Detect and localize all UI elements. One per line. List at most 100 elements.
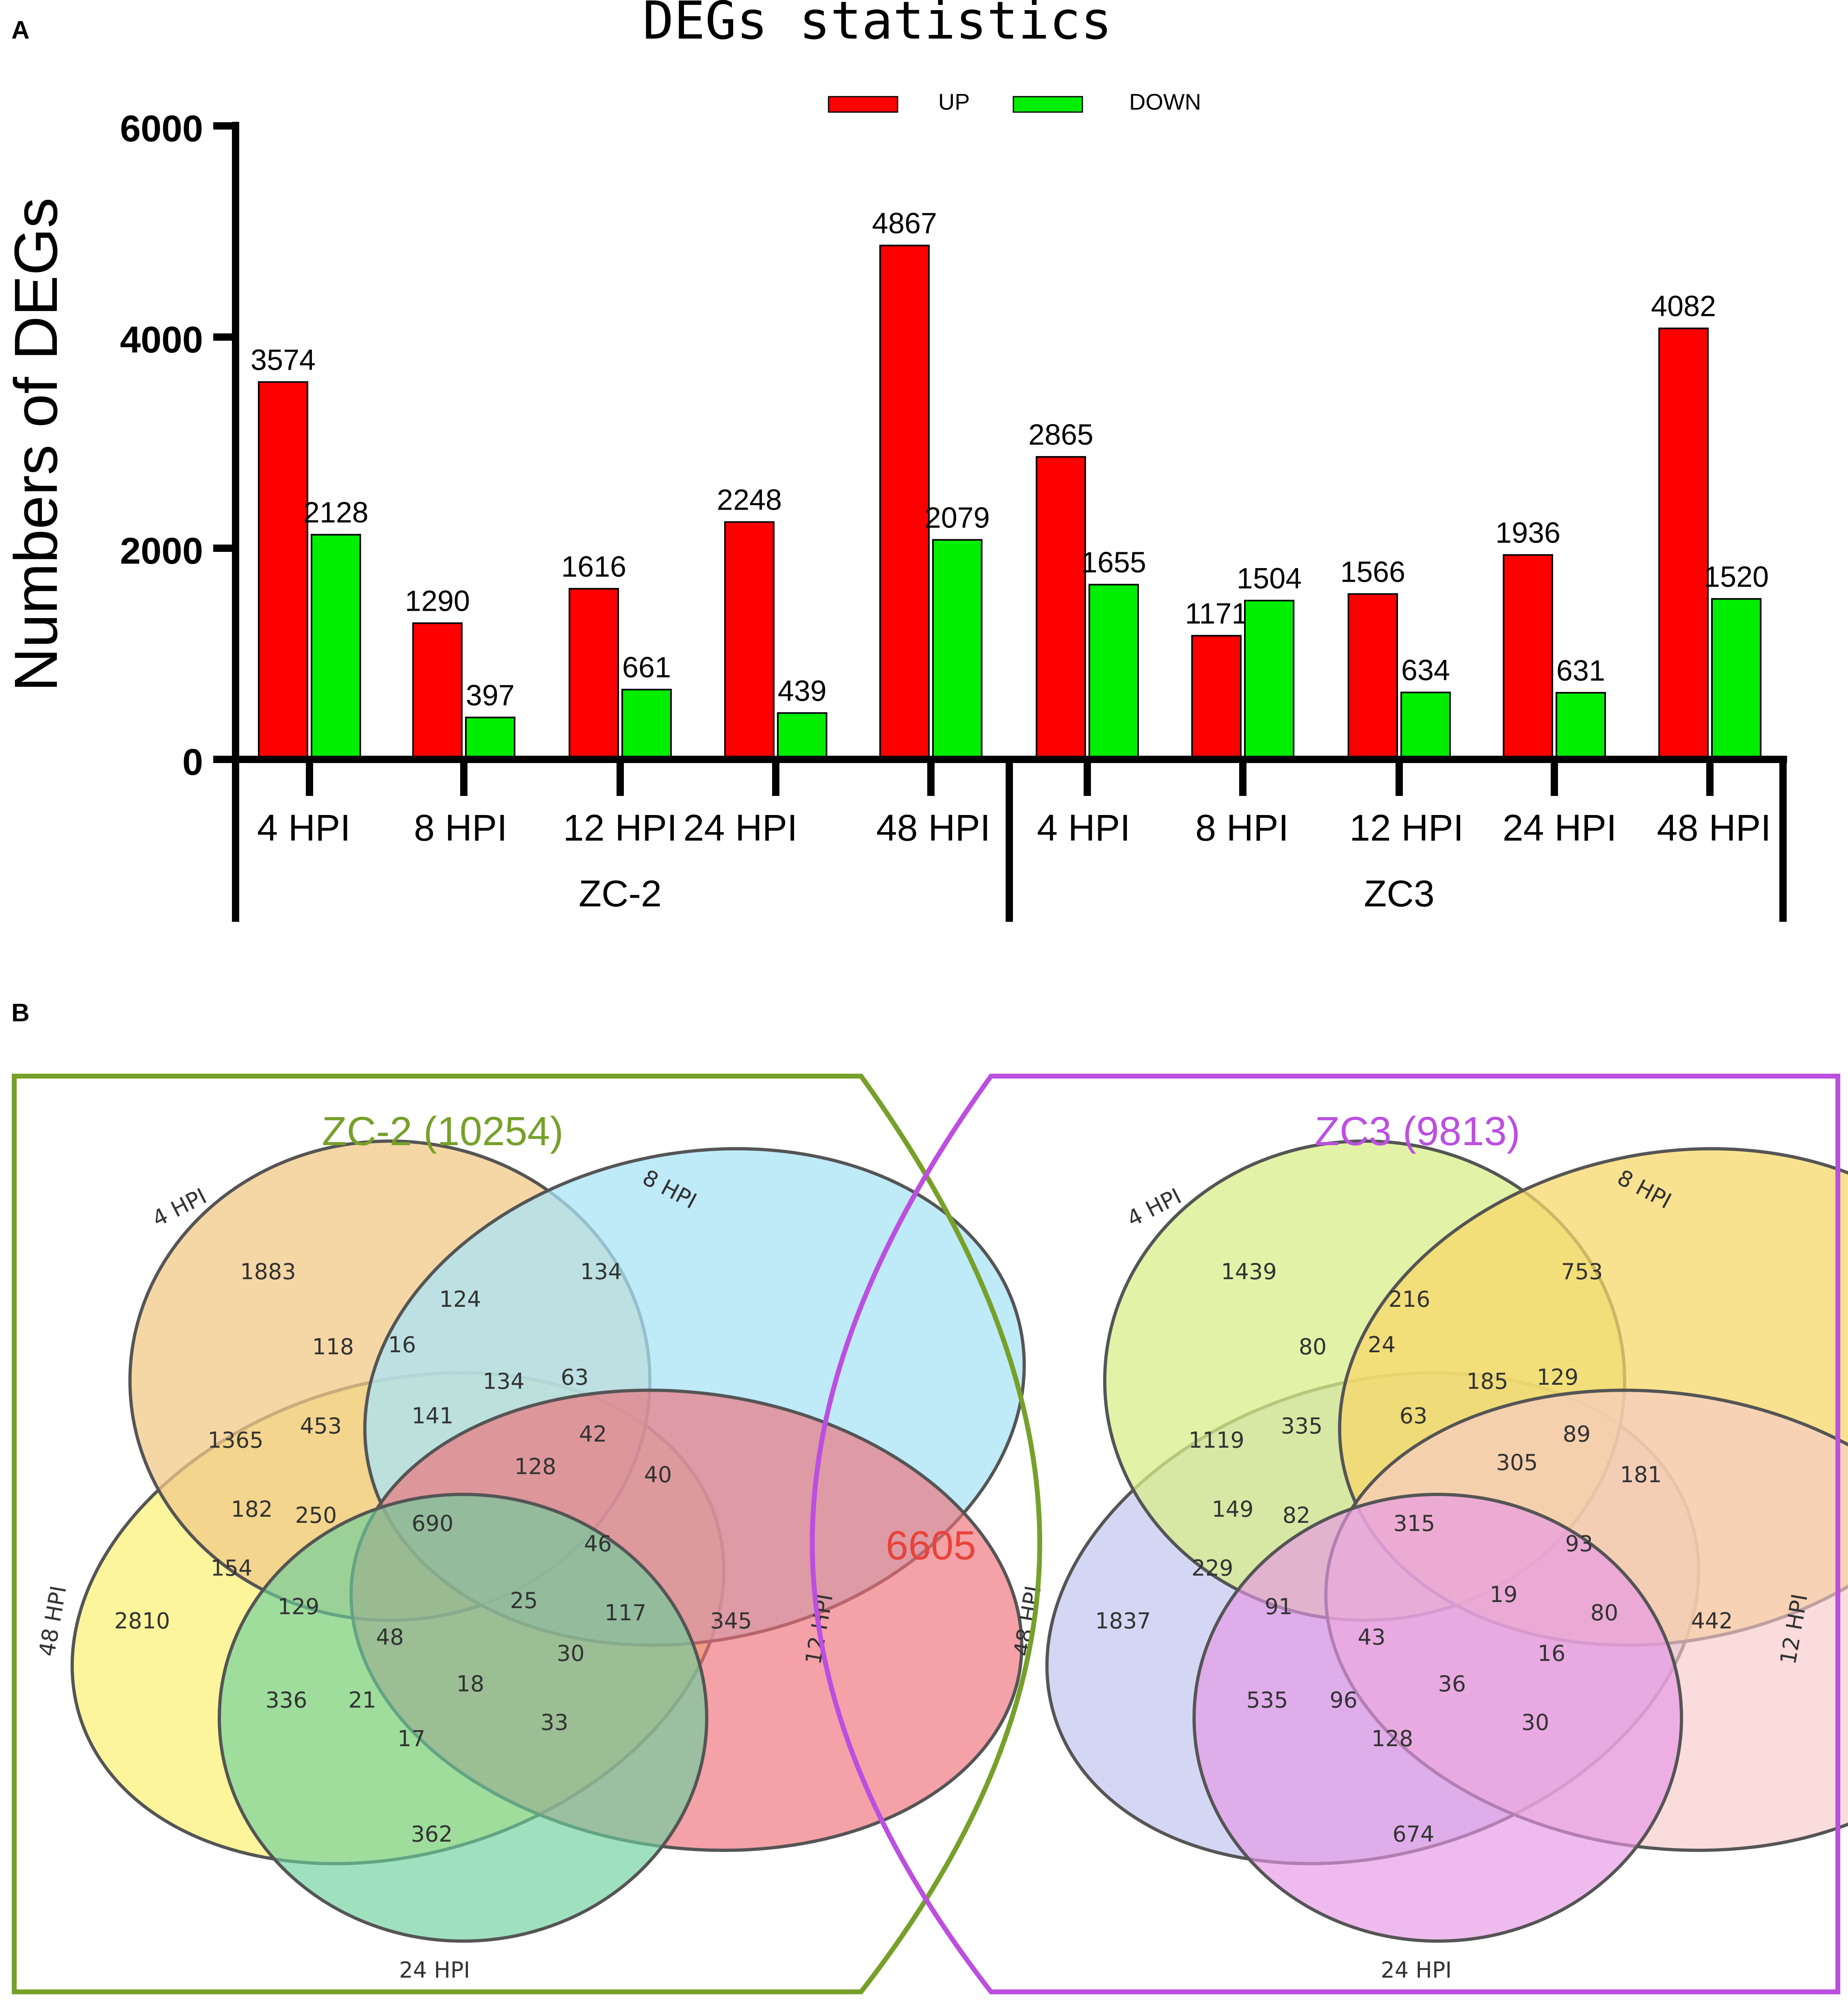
x-tick-label: 12 HPI [1349, 807, 1463, 849]
bar-value-label: 1936 [1495, 517, 1560, 549]
region-value: 335 [1281, 1413, 1322, 1439]
bar-down [465, 716, 515, 761]
bar-value-label: 439 [778, 675, 827, 707]
region-value: 336 [265, 1687, 307, 1713]
zc-2-title: ZC-2 (10254) [322, 1109, 564, 1154]
region-value: 91 [1265, 1594, 1293, 1619]
zc-2-frame [12, 1074, 1043, 1994]
region-value: 1439 [1221, 1259, 1277, 1284]
region-value: 250 [295, 1503, 337, 1528]
region-value: 182 [231, 1496, 273, 1522]
set-label-48-hpi: 48 HPI [34, 1584, 71, 1658]
region-value: 117 [604, 1600, 646, 1626]
group-label-zc-2: ZC-2 [579, 873, 662, 915]
region-value: 149 [1212, 1496, 1253, 1522]
bar-down [621, 689, 672, 761]
region-value: 46 [584, 1531, 612, 1557]
bar-up [1658, 327, 1709, 760]
bar-value-label: 4082 [1651, 290, 1716, 323]
bar-up [258, 381, 308, 760]
venn-set-24-hpi [218, 1493, 708, 1943]
legend-label-down: DOWN [1129, 89, 1201, 115]
bar-value-label: 661 [622, 651, 671, 684]
region-value: 80 [1299, 1334, 1327, 1360]
region-value: 229 [1191, 1555, 1233, 1581]
region-value: 17 [398, 1726, 426, 1751]
y-axis-label: Numbers of DEGs [2, 198, 70, 692]
region-value: 63 [561, 1364, 589, 1390]
bar-value-label: 1504 [1237, 562, 1302, 595]
x-tick-label: 8 HPI [1195, 807, 1289, 849]
region-value: 181 [1620, 1462, 1662, 1487]
legend-label-up: UP [938, 89, 970, 115]
region-value: 124 [439, 1286, 481, 1312]
bar-down [1711, 598, 1761, 761]
bar-value-label: 1655 [1081, 547, 1146, 579]
overlap-count: 6605 [886, 1523, 976, 1568]
region-value: 134 [483, 1369, 524, 1394]
region-value: 1883 [240, 1259, 296, 1284]
region-value: 19 [1490, 1582, 1518, 1607]
region-value: 154 [210, 1555, 252, 1581]
x-tick-label: 4 HPI [1037, 807, 1130, 849]
x-tick-marks [306, 759, 1714, 796]
region-value: 134 [580, 1259, 622, 1284]
y-tick-label: 2000 [120, 530, 203, 572]
bar-up [412, 622, 463, 760]
region-value: 345 [710, 1608, 752, 1634]
region-value: 48 [376, 1624, 404, 1650]
region-value: 16 [1538, 1641, 1566, 1666]
venn-values-zc-2: 1883 124 134 118 16 134 63 1365 453 141 … [114, 1259, 752, 1847]
x-tick-label: 48 HPI [1657, 807, 1771, 849]
bar-up [1036, 456, 1086, 760]
bar-down [1088, 584, 1139, 760]
y-tick-label: 0 [182, 742, 203, 783]
region-value: 89 [1563, 1421, 1591, 1447]
bar-up [569, 588, 619, 760]
x-tick-label: 24 HPI [1502, 807, 1616, 849]
bar-down [777, 712, 827, 760]
x-tick-label: 8 HPI [414, 807, 507, 849]
region-value: 63 [1400, 1403, 1428, 1429]
bar-down [1244, 599, 1294, 760]
region-value: 82 [1283, 1503, 1311, 1528]
panel-b-label: B [11, 999, 30, 1027]
region-value: 690 [411, 1511, 453, 1536]
region-value: 2810 [114, 1608, 170, 1634]
region-value: 33 [541, 1710, 569, 1735]
region-value: 362 [411, 1821, 452, 1847]
region-value: 30 [557, 1641, 585, 1666]
region-value: 93 [1565, 1531, 1593, 1557]
bar-up [1348, 593, 1398, 760]
venn-values-zc3: 1439 216 753 80 24 185 129 1119 335 63 3… [1095, 1259, 1733, 1847]
bar-value-label: 1520 [1704, 561, 1769, 593]
region-value: 216 [1388, 1286, 1430, 1312]
panel-a-label: A [11, 16, 30, 44]
region-value: 30 [1521, 1710, 1549, 1735]
bar-down [311, 534, 361, 760]
bar-value-label: 4867 [872, 208, 937, 240]
region-value: 43 [1358, 1624, 1386, 1650]
bars-layer: 3574 1290 1616 2248 4867 2865 1171 1566 1936 4082… [251, 208, 1769, 761]
region-value: 535 [1246, 1687, 1288, 1713]
venn-zc-2 [70, 1139, 1026, 1943]
bar-value-label: 1290 [405, 585, 470, 618]
x-tick-label: 12 HPI [563, 807, 677, 849]
region-value: 1837 [1095, 1608, 1151, 1634]
region-value: 453 [300, 1413, 342, 1439]
bar-down [1556, 692, 1606, 760]
bar-value-label: 2079 [925, 502, 990, 534]
y-tick-label: 6000 [120, 108, 203, 149]
region-value: 118 [312, 1334, 354, 1360]
bar-value-label: 1616 [561, 551, 626, 583]
region-value: 674 [1392, 1821, 1434, 1847]
legend-swatch-up [828, 96, 898, 113]
bar-value-label: 634 [1401, 654, 1450, 687]
bar-value-label: 631 [1556, 655, 1605, 687]
region-value: 16 [388, 1332, 416, 1358]
region-value: 80 [1590, 1600, 1619, 1626]
bar-down [1400, 692, 1451, 761]
bar-down [932, 539, 982, 760]
bar-value-label: 2128 [303, 497, 368, 529]
